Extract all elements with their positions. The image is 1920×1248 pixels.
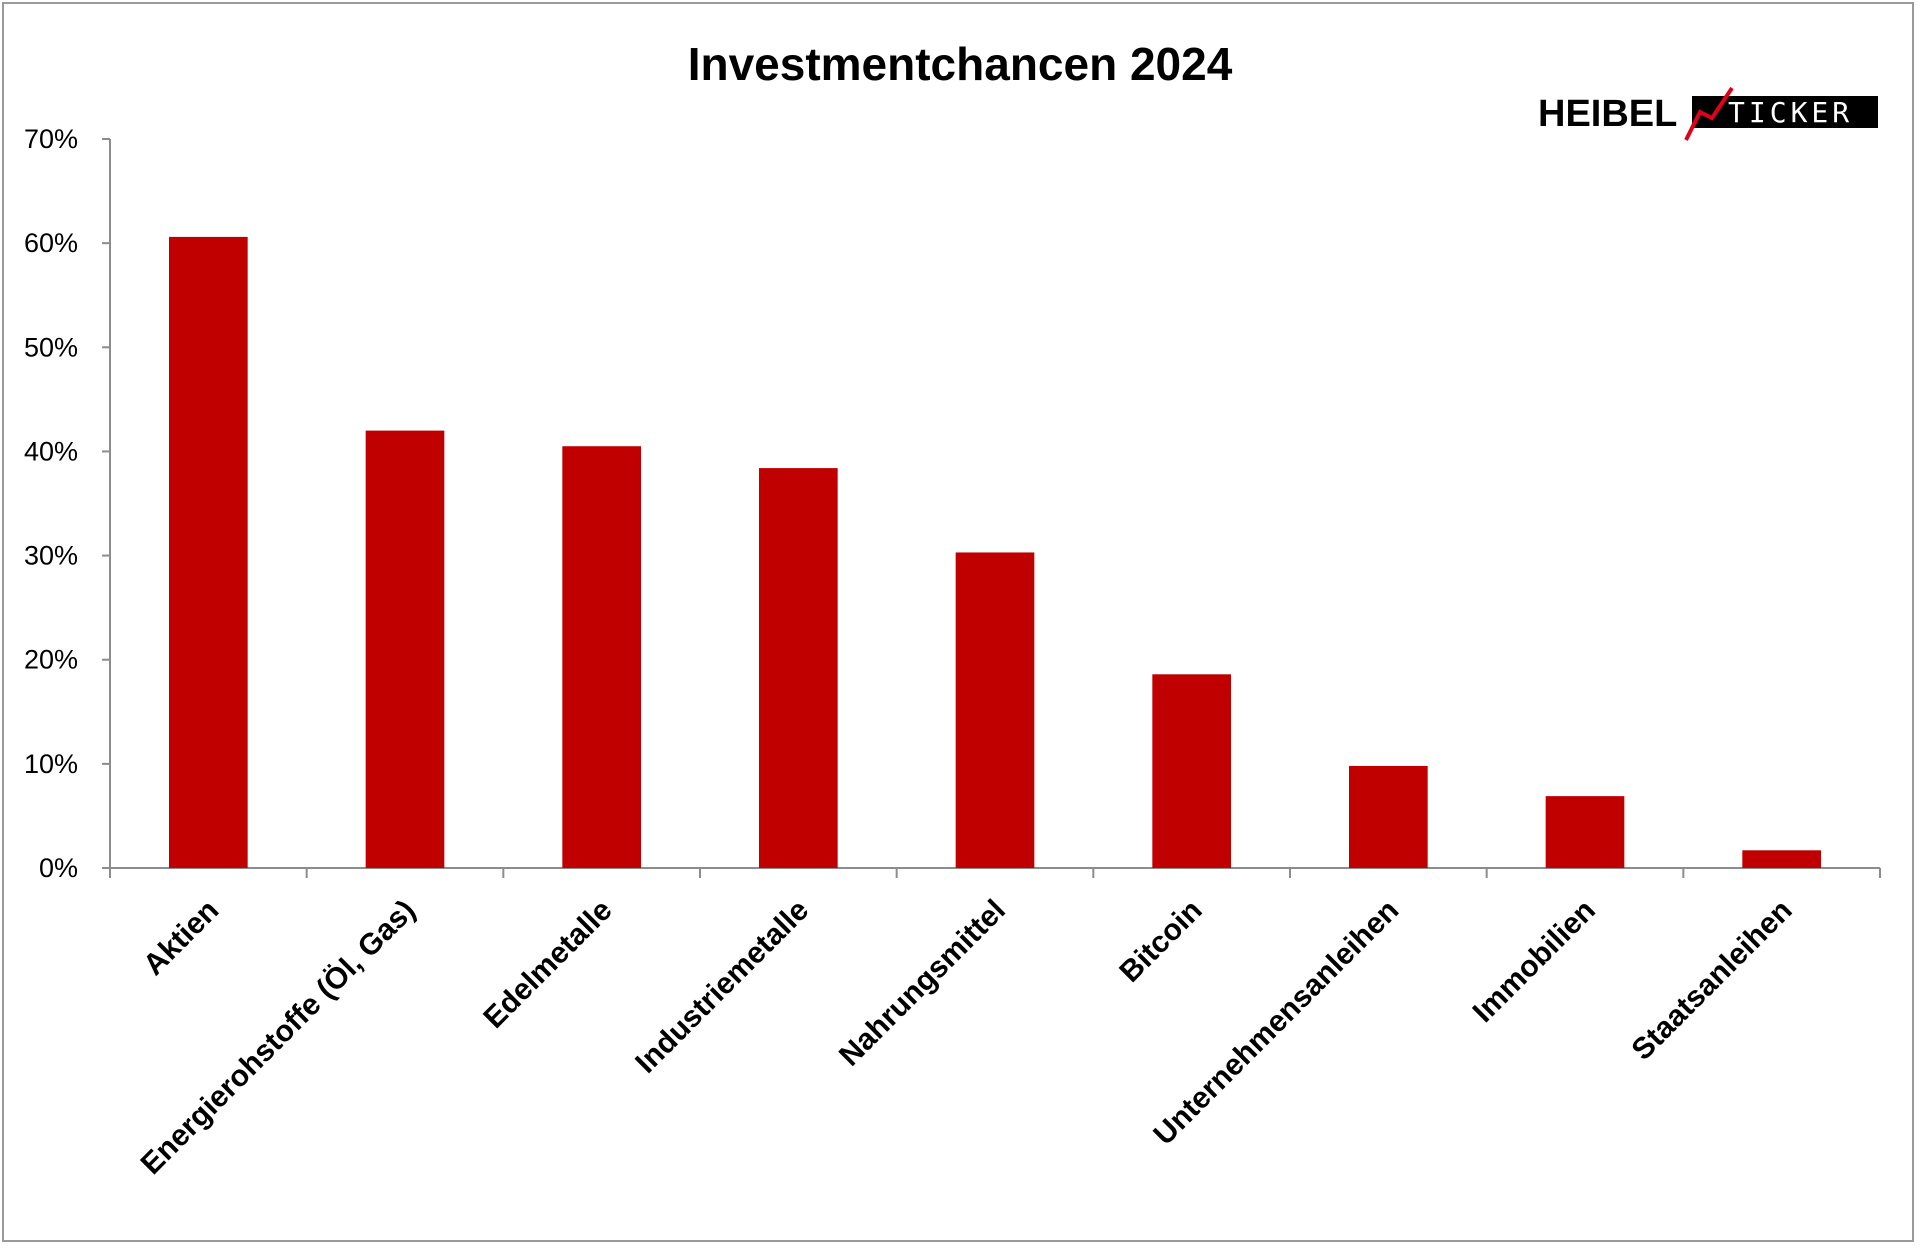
chart-title: Investmentchancen 2024 [688,38,1233,90]
bar [365,430,445,868]
bar [1742,850,1821,868]
bar [1349,765,1428,868]
heibel-ticker-logo: HEIBEL TICKER [1538,86,1878,141]
y-tick-label: 60% [24,228,78,258]
bar [169,236,248,868]
bar [562,446,641,868]
bar [955,552,1035,868]
x-tick-label: Industriemetalle [629,894,815,1080]
y-tick-label: 0% [39,853,78,883]
logo-heibel-text: HEIBEL [1538,93,1677,135]
y-tick-label: 20% [24,645,78,675]
x-tick-label: Bitcoin [1113,894,1208,989]
bar [1545,796,1625,868]
x-tick-label: Edelmetalle [477,894,618,1035]
bars [169,236,1821,868]
y-axis-ticks: 0% 10% 20% 30% 40% 50% 60% 70% [24,124,110,883]
x-tick-label: Aktien [137,894,225,982]
logo-zigzag-icon [1684,86,1734,141]
y-tick-label: 30% [24,541,78,571]
bar [1152,674,1231,868]
y-tick-label: 10% [24,749,78,779]
x-tick-label: Staatsanleihen [1626,894,1799,1067]
y-tick-label: 50% [24,332,78,362]
y-tick-label: 40% [24,436,78,466]
logo-ticker-text: TICKER [1728,96,1853,129]
x-tick-label: Immobilien [1467,894,1602,1029]
x-tick-label: Nahrungsmittel [833,894,1012,1073]
y-tick-label: 70% [24,124,78,154]
bar [759,468,838,868]
